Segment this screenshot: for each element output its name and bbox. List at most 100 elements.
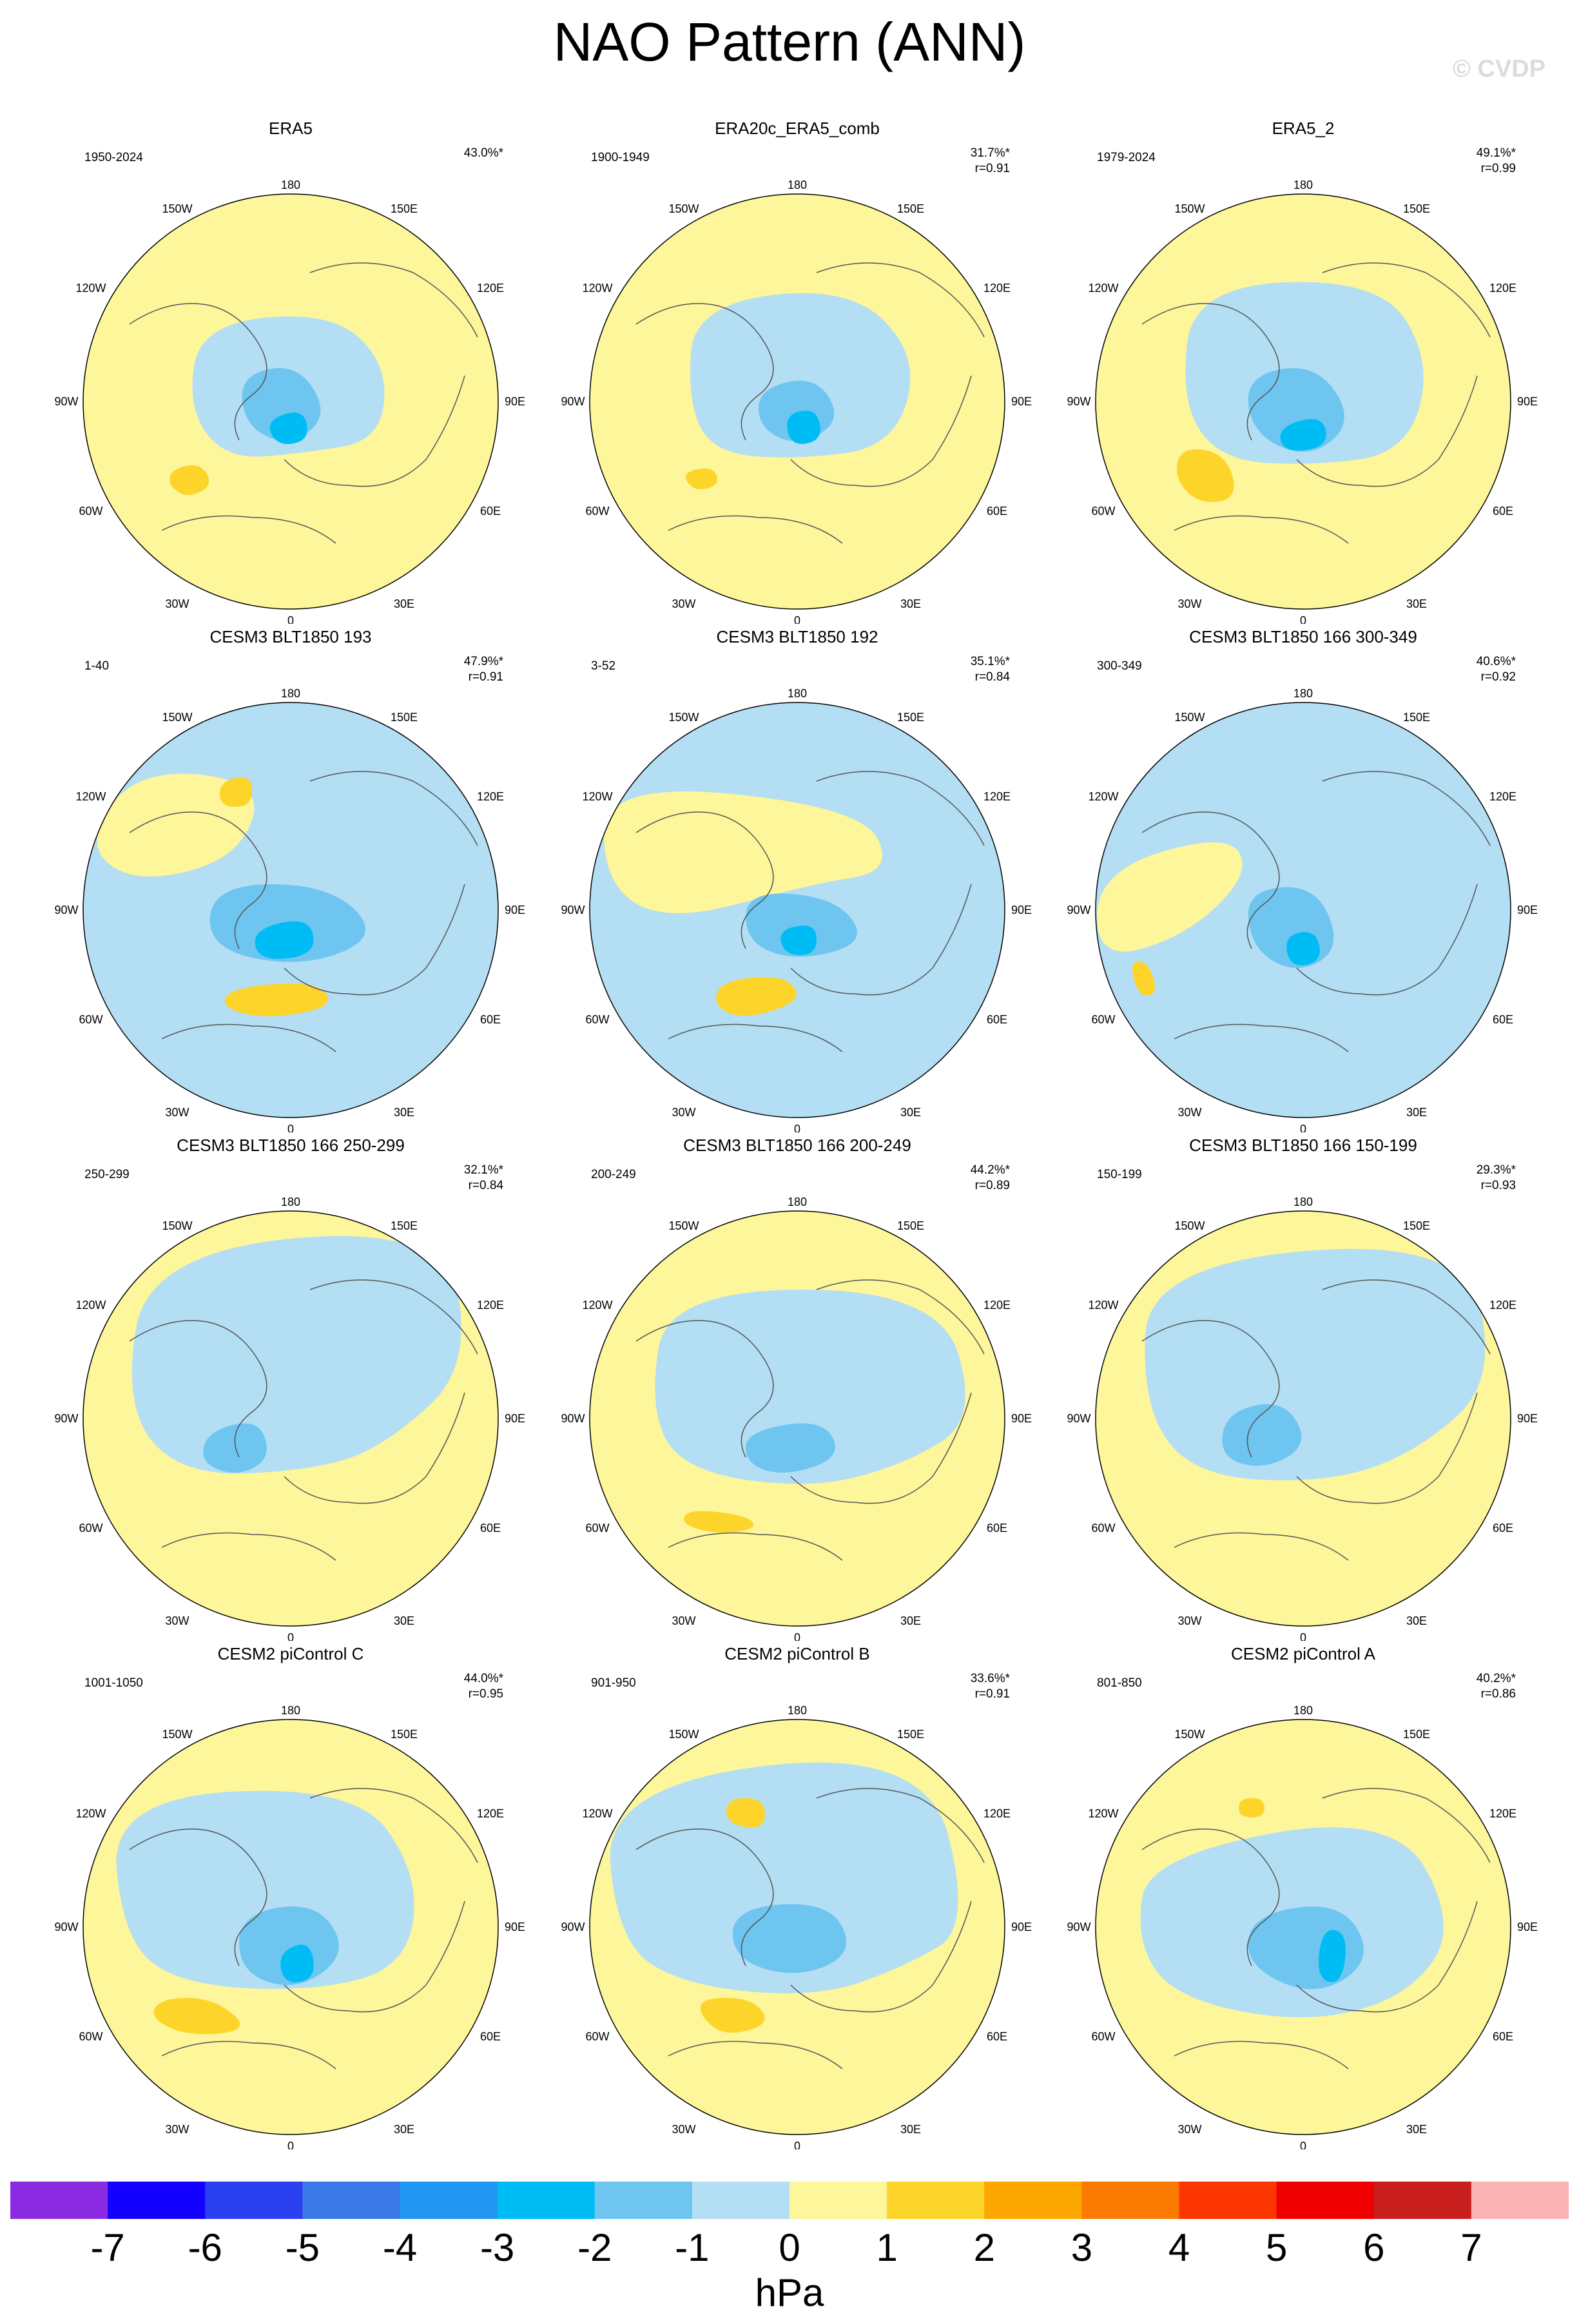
longitude-label: 180 [788, 1704, 807, 1717]
coastline [635, 1279, 985, 1561]
pattern-correlation: r=0.99 [1480, 162, 1516, 175]
longitude-label: 150W [1174, 1728, 1205, 1741]
panel-stats: 44.0%* r=0.95 [426, 1671, 503, 1702]
colorbar-swatch [10, 2182, 108, 2219]
longitude-label: 120W [582, 282, 612, 295]
longitude-label: 120E [477, 1299, 504, 1312]
colorbar-swatch [790, 2182, 887, 2219]
longitude-label: 90E [1011, 1921, 1032, 1933]
positive-region-1-to-2 [726, 1798, 765, 1828]
longitude-label: 0 [287, 2140, 294, 2149]
panel-stats: 49.1%* r=0.99 [1439, 146, 1516, 177]
coastline [1141, 771, 1491, 1052]
negative-region-0-to-1 [131, 1235, 461, 1474]
longitude-label: 120W [75, 1807, 106, 1820]
panel-title: CESM3 BLT1850 193 [209, 627, 372, 646]
longitude-label: 120W [582, 1299, 612, 1312]
pattern-correlation: r=0.91 [468, 670, 503, 684]
longitude-label: 150W [162, 711, 192, 724]
longitude-label: 120W [1088, 282, 1118, 295]
map-border [1095, 1719, 1511, 2135]
longitude-label: 30W [165, 1106, 189, 1119]
figure-title: NAO Pattern (ANN) [553, 12, 1026, 72]
longitude-label: 90W [54, 1921, 78, 1933]
longitude-label: 180 [1293, 687, 1313, 700]
negative-region-1-to-2 [733, 1904, 847, 1973]
panel-years: 300-349 [1097, 659, 1142, 673]
longitude-label: 60E [987, 1013, 1007, 1026]
longitude-label: 120E [477, 1807, 504, 1820]
longitude-label: 90E [505, 904, 525, 916]
longitude-label: 30E [900, 1106, 921, 1119]
negative-region-1-to-2 [203, 1423, 267, 1473]
map-panel: CESM2 piControl C 180 0 150W 120W 90W 60W 30W 15… [33, 1640, 548, 2149]
coastline [635, 262, 985, 544]
panel-title: CESM3 BLT1850 166 150-199 [1189, 1136, 1417, 1155]
colorbar [10, 2182, 1569, 2219]
longitude-label: 30W [165, 2123, 189, 2136]
longitude-label: 180 [281, 687, 300, 700]
longitude-label: 90W [54, 1412, 78, 1425]
map-panel: ERA20c_ERA5_comb 180 0 150W 120W 90W 60W 30W 150… [539, 115, 1055, 624]
polar-map: 180 0 150W 120W 90W 60W 30W 150E 120E 90E 60E 30E [561, 687, 1032, 1132]
negative-region-0-to-1 [116, 1790, 414, 1989]
panel-title: CESM3 BLT1850 166 200-249 [683, 1136, 911, 1155]
longitude-label: 0 [287, 1123, 294, 1132]
coastline [129, 1279, 478, 1561]
longitude-label: 150E [897, 1728, 924, 1741]
negative-region-2-to-3 [269, 412, 307, 444]
map-fill-background [590, 702, 1005, 1118]
longitude-label: 120W [75, 1299, 106, 1312]
polar-map: 180 0 150W 120W 90W 60W 30W 150E 120E 90E 60E 30E [1067, 1704, 1538, 2149]
map-border [1095, 193, 1511, 610]
longitude-label: 60W [79, 505, 102, 518]
longitude-label: 30W [1177, 1106, 1201, 1119]
colorbar-swatch [302, 2182, 400, 2219]
panel-title: CESM3 BLT1850 166 250-299 [177, 1136, 405, 1155]
longitude-label: 90E [1011, 904, 1032, 916]
panel-title: ERA5_2 [1272, 119, 1335, 138]
polar-map: 180 0 150W 120W 90W 60W 30W 150E 120E 90E 60E 30E [54, 179, 525, 624]
longitude-label: 60E [1493, 505, 1513, 518]
coastline [1141, 1279, 1491, 1561]
longitude-label: 180 [281, 1196, 300, 1208]
panel-years: 200-249 [591, 1168, 636, 1181]
longitude-label: 60W [585, 505, 609, 518]
longitude-label: 0 [794, 1631, 800, 1641]
longitude-label: 60W [1091, 1522, 1115, 1535]
panel-years: 1001-1050 [84, 1676, 143, 1690]
panel-years: 1979-2024 [1097, 151, 1156, 164]
longitude-label: 30E [394, 2123, 414, 2136]
longitude-label: 120W [582, 1807, 612, 1820]
pattern-correlation: r=0.84 [468, 1179, 503, 1192]
map-border [82, 1719, 499, 2135]
positive-region-1-to-2 [170, 465, 209, 495]
positive-region-1-to-2 [153, 1998, 240, 2035]
polar-map: 180 0 150W 120W 90W 60W 30W 150E 120E 90E 60E 30E [54, 1196, 525, 1641]
longitude-label: 60W [585, 1522, 609, 1535]
pattern-correlation: r=0.89 [974, 1179, 1010, 1192]
longitude-label: 120W [1088, 790, 1118, 803]
pattern-correlation: r=0.93 [1480, 1179, 1516, 1192]
longitude-label: 60W [585, 1013, 609, 1026]
longitude-label: 180 [1293, 1704, 1313, 1717]
pattern-correlation: r=0.86 [1480, 1687, 1516, 1701]
longitude-label: 150W [668, 202, 699, 215]
negative-region-2-to-3 [1286, 932, 1320, 965]
positive-region-1-to-2 [220, 777, 252, 807]
map-panel: CESM3 BLT1850 166 300-349 180 0 150W 120W 90W… [1045, 623, 1561, 1132]
longitude-label: 60E [480, 2030, 501, 2043]
map-border [589, 1719, 1005, 2135]
positive-region-1-to-2 [1239, 1798, 1264, 1817]
longitude-label: 120E [477, 790, 504, 803]
colorbar-swatch [1276, 2182, 1375, 2219]
map-panel: CESM3 BLT1850 193 180 0 150W 120W 90W 60W 30W 15… [33, 623, 548, 1132]
map-panel: CESM3 BLT1850 166 150-199 180 0 150W 120W 90W… [1045, 1132, 1561, 1641]
longitude-label: 150E [1403, 1728, 1430, 1741]
panel-years: 250-299 [84, 1168, 130, 1181]
map-border [1095, 1210, 1511, 1627]
polar-map: 180 0 150W 120W 90W 60W 30W 150E 120E 90E 60E 30E [1067, 687, 1538, 1132]
longitude-label: 90E [1011, 395, 1032, 408]
longitude-label: 150W [1174, 202, 1205, 215]
longitude-label: 0 [794, 1123, 800, 1132]
